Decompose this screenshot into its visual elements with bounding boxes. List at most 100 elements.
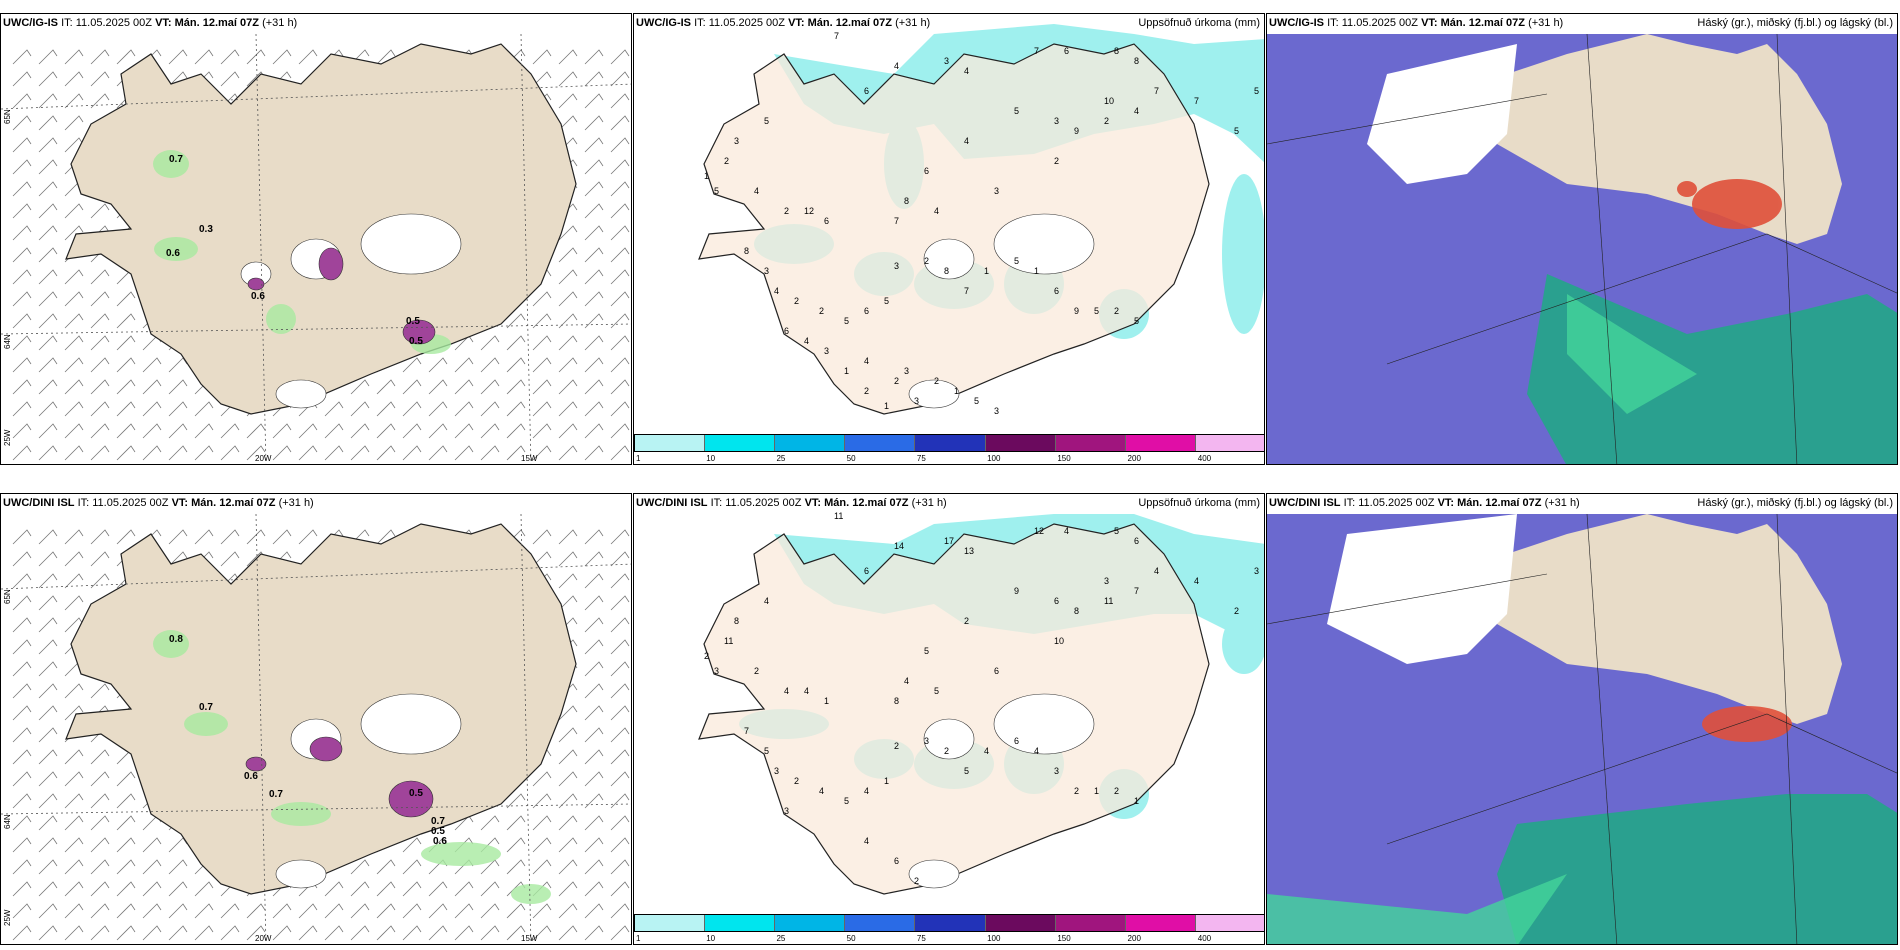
wind-barb: [454, 379, 474, 395]
wind-barb: [532, 49, 552, 65]
precip-value: 8: [944, 266, 949, 276]
wind-barb: [610, 529, 630, 545]
wind-barb: [272, 925, 292, 941]
precip-value: 10: [1054, 636, 1064, 646]
wind-barb: [38, 859, 58, 875]
wind-barb: [12, 159, 32, 175]
wind-barb: [64, 749, 84, 765]
lon-label-20w: 20W: [255, 454, 272, 463]
wind-barb: [116, 925, 136, 941]
wind-barb: [38, 529, 58, 545]
wind-barb: [194, 529, 214, 545]
precip-value: 3: [914, 396, 919, 406]
wind-barb: [584, 683, 604, 699]
wind-barb: [64, 225, 84, 241]
wind-barb: [610, 573, 630, 589]
wind-barb: [142, 837, 162, 853]
wind-barb: [610, 793, 630, 809]
precip-value: 3: [994, 186, 999, 196]
wind-barb: [12, 49, 32, 65]
colorbar-tick: 150: [1057, 454, 1071, 463]
wind-barb: [480, 925, 500, 941]
wind-barb: [90, 269, 110, 285]
wind-barb: [610, 617, 630, 633]
wind-barb: [38, 683, 58, 699]
wind-barb: [532, 793, 552, 809]
wind-barb: [558, 837, 578, 853]
wind-barb: [90, 837, 110, 853]
wind-barb: [194, 445, 214, 461]
wind-barb: [402, 903, 422, 919]
wind-barb: [584, 71, 604, 87]
wind-barb: [532, 71, 552, 87]
wind-barb: [610, 423, 630, 439]
wind-barb: [64, 683, 84, 699]
wind-barb: [38, 225, 58, 241]
wind-barb: [428, 925, 448, 941]
wind-barb: [376, 903, 396, 919]
colorbar-tick: 150: [1057, 934, 1071, 943]
precip-value: 4: [1064, 526, 1069, 536]
mid-cloud-teal: [1527, 274, 1897, 464]
wind-barb: [90, 445, 110, 461]
precip-value: 9: [1074, 306, 1079, 316]
wind-barb: [454, 423, 474, 439]
wind-barb: [558, 771, 578, 787]
wind-barb: [506, 793, 526, 809]
wind-barb: [90, 683, 110, 699]
precip-value: 5: [764, 116, 769, 126]
wind-barb: [220, 903, 240, 919]
value-label: 0.6: [166, 248, 180, 259]
wind-barb: [90, 71, 110, 87]
wind-barb: [558, 859, 578, 875]
wind-barb: [168, 881, 188, 897]
wind-barb: [90, 357, 110, 373]
wind-barb: [12, 247, 32, 263]
precip-value: 6: [784, 326, 789, 336]
precip-colorbar: [634, 914, 1264, 932]
iceland-land: [65, 523, 577, 895]
precip-value: 7: [834, 31, 839, 41]
colorbar-tick: 50: [846, 454, 856, 463]
wind-barb: [168, 379, 188, 395]
row2-mid-header: UWC/DINI ISL IT: 11.05.2025 00Z VT: Mán.…: [636, 497, 947, 509]
wind-barb: [584, 859, 604, 875]
wind-barb: [272, 49, 292, 65]
cloud-map: [1267, 513, 1897, 944]
precip-value: 7: [1034, 46, 1039, 56]
wind-barb: [610, 159, 630, 175]
wind-barb: [116, 291, 136, 307]
precip-value: 6: [924, 166, 929, 176]
precip-value: 3: [924, 736, 929, 746]
model-label: UWC/IG-IS: [3, 17, 58, 29]
wind-barb: [142, 859, 162, 875]
wind-barb: [584, 445, 604, 461]
clear-sky: [1367, 44, 1517, 184]
precip-value: 6: [864, 306, 869, 316]
precip-value: 4: [904, 676, 909, 686]
wind-barb: [532, 529, 552, 545]
wind-barb: [12, 551, 32, 567]
wind-barb: [12, 705, 32, 721]
wind-barb: [38, 357, 58, 373]
wind-barb: [506, 401, 526, 417]
wind-barb: [38, 727, 58, 743]
wind-barb: [584, 573, 604, 589]
precip-value: 2: [784, 206, 789, 216]
wind-barb: [350, 903, 370, 919]
row2-left-panel: UWC/DINI ISL IT: 11.05.2025 00Z VT: Mán.…: [0, 493, 632, 945]
colorbar-swatch: [845, 915, 916, 931]
wind-barb: [12, 881, 32, 897]
value-label: 0.7: [269, 789, 283, 800]
colorbar-swatch: [1125, 915, 1196, 931]
light-precip: [153, 150, 451, 354]
row1-left-header: UWC/IG-IS IT: 11.05.2025 00Z VT: Mán. 12…: [3, 17, 298, 29]
wind-barb: [12, 335, 32, 351]
precip-value: 6: [1014, 736, 1019, 746]
wind-barb: [376, 529, 396, 545]
colorbar-swatch: [845, 435, 916, 451]
wind-barb: [64, 529, 84, 545]
precip-value: 9: [1074, 126, 1079, 136]
precip-value: 4: [754, 186, 759, 196]
row1-left-panel: UWC/IG-IS IT: 11.05.2025 00Z VT: Mán. 12…: [0, 13, 632, 465]
